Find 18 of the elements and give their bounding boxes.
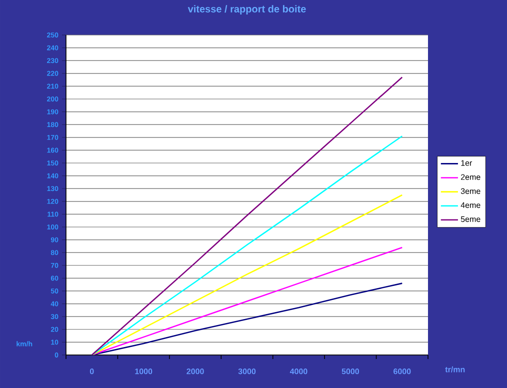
x-axis-title: tr/mn (445, 366, 465, 372)
legend-label: 2eme (461, 174, 480, 180)
x-tick-label: 3000 (238, 368, 256, 374)
line-series (91, 194, 403, 355)
line-series (91, 135, 403, 355)
legend-label: 3eme (460, 188, 480, 194)
x-tick-label: 5000 (342, 368, 359, 374)
x-tick-label: 2000 (186, 368, 204, 374)
legend-label: 5eme (460, 216, 480, 222)
legend-label: 4eme (460, 202, 480, 208)
chart-title: vitesse / rapport de boite (188, 5, 306, 14)
x-tick-label: 4000 (290, 368, 308, 374)
x-tick-label: 0 (90, 368, 94, 374)
x-tick-label: 6000 (394, 368, 411, 374)
legend-label: 1er (461, 160, 472, 166)
x-tick-label: 1000 (135, 368, 152, 374)
line-series (91, 246, 403, 355)
line-series (91, 76, 403, 355)
